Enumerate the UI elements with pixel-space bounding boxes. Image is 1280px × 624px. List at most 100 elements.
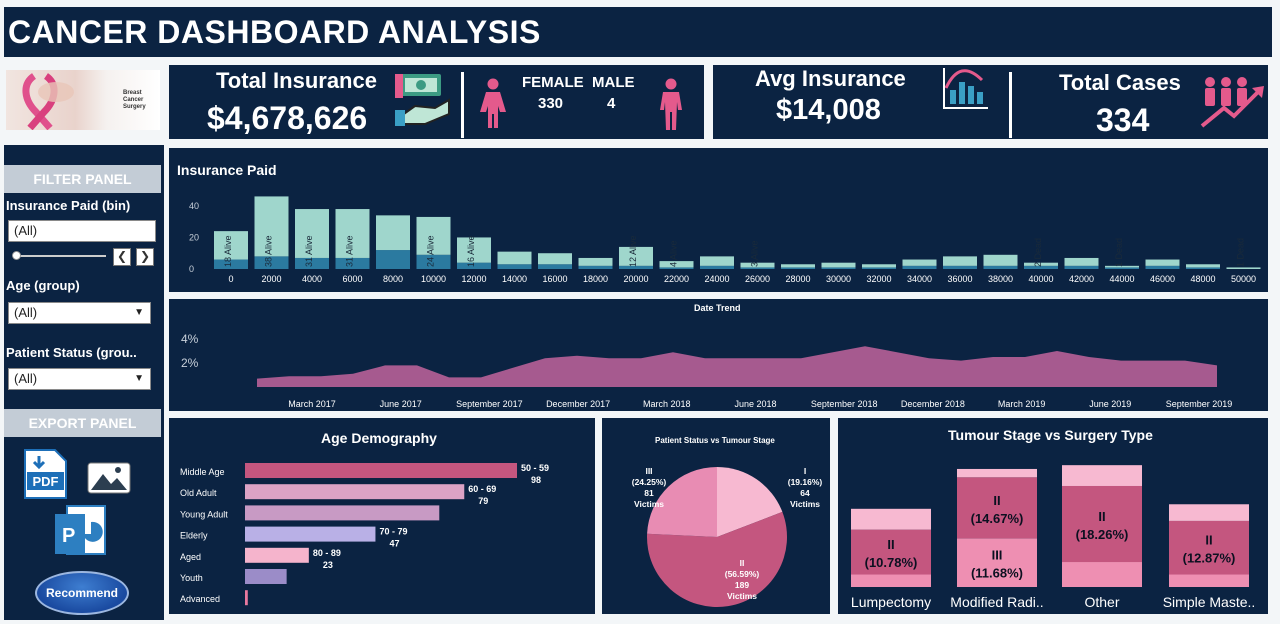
- bar-dead[interactable]: [943, 265, 977, 269]
- bar-alive[interactable]: [497, 251, 532, 265]
- bar-dead[interactable]: [457, 262, 491, 269]
- bar-alive[interactable]: [376, 215, 410, 251]
- surgery-segment[interactable]: [957, 477, 1037, 539]
- surgery-segment[interactable]: [1062, 562, 1142, 587]
- bar-dead[interactable]: [1024, 265, 1058, 269]
- bar-alive[interactable]: [740, 262, 775, 268]
- avg-insurance-label: Avg Insurance: [755, 66, 906, 91]
- bar-alive[interactable]: [1105, 265, 1139, 268]
- surgery-segment[interactable]: [957, 538, 1037, 587]
- age-category-label: Youth: [180, 573, 203, 583]
- recommend-button[interactable]: Recommend: [35, 571, 129, 615]
- export-pdf-button[interactable]: PDF: [23, 448, 68, 500]
- slider-prev-button[interactable]: ❮: [113, 248, 131, 266]
- surgery-segment[interactable]: [1169, 520, 1249, 575]
- bar-alive[interactable]: [214, 231, 248, 260]
- bar-alive[interactable]: [943, 256, 977, 266]
- trend-area[interactable]: [257, 346, 1217, 387]
- age-bar[interactable]: [245, 590, 248, 606]
- bar-alive[interactable]: [659, 261, 694, 268]
- surgery-segment[interactable]: [1169, 574, 1249, 587]
- bar-alive[interactable]: [862, 264, 896, 268]
- bar-dead[interactable]: [254, 256, 289, 269]
- age-bar[interactable]: [245, 463, 517, 478]
- surgery-segment[interactable]: [1062, 465, 1142, 486]
- bar-alive[interactable]: [1024, 262, 1058, 266]
- bar-alive[interactable]: [578, 257, 613, 266]
- bar-alive[interactable]: [295, 209, 329, 258]
- x-tick: 36000: [947, 274, 972, 284]
- bar-dead[interactable]: [983, 265, 1018, 269]
- bar-dead[interactable]: [1064, 265, 1099, 269]
- x-tick: 32000: [866, 274, 891, 284]
- export-image-button[interactable]: [87, 462, 131, 494]
- bar-dead[interactable]: [659, 267, 694, 269]
- bar-alive[interactable]: [700, 256, 734, 266]
- slider-next-button[interactable]: ❯: [136, 248, 154, 266]
- age-filter-value: (All): [14, 305, 38, 320]
- x-tick: 50000: [1231, 274, 1256, 284]
- kpi-divider: [461, 72, 464, 138]
- bar-dead[interactable]: [781, 267, 815, 269]
- surgery-segment[interactable]: [851, 508, 931, 530]
- bar-dead[interactable]: [376, 250, 410, 269]
- pie-label: (19.16%): [788, 477, 823, 487]
- x-tick: 42000: [1069, 274, 1094, 284]
- age-bar[interactable]: [245, 569, 287, 584]
- bar-dead[interactable]: [1145, 265, 1180, 269]
- bar-dead[interactable]: [214, 259, 248, 269]
- surgery-segment[interactable]: [957, 468, 1037, 478]
- insurance-filter-input[interactable]: (All): [8, 220, 156, 242]
- insurance-slider-track[interactable]: [14, 255, 106, 257]
- export-powerpoint-button[interactable]: P: [53, 504, 109, 560]
- pie-label: II: [740, 558, 745, 568]
- bar-alive[interactable]: [902, 259, 937, 266]
- bar-dead[interactable]: [821, 267, 856, 269]
- surgery-segment[interactable]: [851, 574, 931, 587]
- bar-alive[interactable]: [254, 196, 289, 257]
- bar-dead[interactable]: [416, 254, 451, 269]
- age-bar[interactable]: [245, 484, 465, 500]
- surgery-segment[interactable]: [1062, 485, 1142, 563]
- bar-dead[interactable]: [740, 267, 775, 269]
- age-bar[interactable]: [245, 547, 309, 563]
- bar-dead[interactable]: [902, 265, 937, 269]
- bar-dead[interactable]: [862, 267, 896, 269]
- status-filter-label: Patient Status (grou..: [6, 345, 137, 360]
- surgery-segment[interactable]: [1169, 504, 1249, 521]
- age-bar[interactable]: [245, 505, 440, 521]
- pie-slice[interactable]: [717, 467, 783, 537]
- surgery-segment[interactable]: [851, 529, 931, 575]
- x-tick: 22000: [664, 274, 689, 284]
- bar-dead[interactable]: [295, 257, 329, 269]
- bar-alive[interactable]: [538, 253, 572, 265]
- pie-slice[interactable]: [647, 511, 787, 607]
- bar-alive[interactable]: [335, 209, 370, 258]
- bar-dead[interactable]: [578, 265, 613, 269]
- age-filter-select[interactable]: (All) ▼: [8, 302, 151, 324]
- insurance-slider-handle[interactable]: [12, 251, 21, 260]
- age-range-label: 70 - 79: [379, 527, 407, 537]
- bar-alive[interactable]: [457, 237, 491, 263]
- surgery-pct-label: (18.26%): [1076, 527, 1129, 542]
- bar-alive[interactable]: [619, 246, 653, 266]
- bar-dead[interactable]: [497, 264, 532, 269]
- status-filter-select[interactable]: (All) ▼: [8, 368, 151, 390]
- bar-alive[interactable]: [416, 216, 451, 255]
- bar-dead[interactable]: [1186, 267, 1220, 269]
- bar-alive[interactable]: [821, 262, 856, 268]
- bar-alive[interactable]: [1145, 259, 1180, 266]
- bar-dead[interactable]: [700, 265, 734, 269]
- bar-alive[interactable]: [983, 254, 1018, 266]
- bar-alive[interactable]: [1226, 267, 1261, 269]
- bar-alive[interactable]: [781, 264, 815, 268]
- bar-dead[interactable]: [538, 264, 572, 269]
- trend-x-tick: September 2017: [456, 399, 523, 409]
- bar-dead[interactable]: [619, 265, 653, 269]
- bar-alive[interactable]: [1186, 264, 1220, 268]
- bar-alive[interactable]: [1064, 257, 1099, 266]
- bar-dead[interactable]: [1105, 267, 1139, 269]
- age-bar[interactable]: [245, 526, 376, 542]
- pie-slice[interactable]: [647, 467, 717, 537]
- bar-dead[interactable]: [335, 257, 370, 269]
